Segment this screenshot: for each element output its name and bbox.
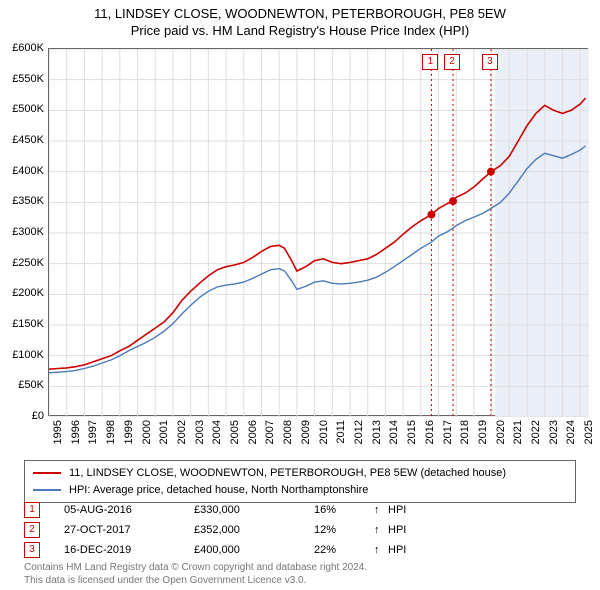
chart-plot-area: [48, 48, 588, 416]
y-tick-label: £400K: [0, 165, 44, 177]
x-tick-label: 2023: [548, 420, 560, 460]
sales-price: £352,000: [194, 524, 314, 536]
x-tick-label: 2009: [300, 420, 312, 460]
y-tick-label: £350K: [0, 195, 44, 207]
x-tick-label: 2004: [211, 420, 223, 460]
sales-badge: 1: [24, 502, 40, 518]
sales-date: 16-DEC-2019: [64, 544, 194, 556]
y-tick-label: £50K: [0, 379, 44, 391]
sales-table: 105-AUG-2016£330,00016%↑HPI227-OCT-2017£…: [24, 500, 418, 560]
x-tick-label: 2013: [371, 420, 383, 460]
y-tick-label: £200K: [0, 287, 44, 299]
sales-hpi-label: HPI: [388, 544, 418, 556]
chart-container: 11, LINDSEY CLOSE, WOODNEWTON, PETERBORO…: [0, 0, 600, 590]
legend-row-0: 11, LINDSEY CLOSE, WOODNEWTON, PETERBORO…: [33, 465, 567, 482]
x-tick-label: 2015: [406, 420, 418, 460]
x-tick-label: 2001: [158, 420, 170, 460]
sales-price: £400,000: [194, 544, 314, 556]
sales-price: £330,000: [194, 504, 314, 516]
x-tick-label: 1996: [70, 420, 82, 460]
x-tick-label: 2016: [424, 420, 436, 460]
x-tick-label: 2000: [141, 420, 153, 460]
sales-row: 1 05-AUG-2016£330,00016%↑HPI: [24, 500, 418, 520]
sales-date: 05-AUG-2016: [64, 504, 194, 516]
x-tick-label: 1998: [105, 420, 117, 460]
footer: Contains HM Land Registry data © Crown c…: [24, 562, 367, 587]
chart-svg: [49, 49, 589, 417]
y-tick-label: £250K: [0, 257, 44, 269]
y-tick-label: £300K: [0, 226, 44, 238]
x-tick-label: 2020: [495, 420, 507, 460]
x-tick-label: 2018: [459, 420, 471, 460]
x-tick-label: 2010: [318, 420, 330, 460]
footer-line-2: This data is licensed under the Open Gov…: [24, 575, 367, 588]
sales-row: 2 27-OCT-2017£352,00012%↑HPI: [24, 520, 418, 540]
x-tick-label: 2019: [477, 420, 489, 460]
x-tick-label: 2005: [229, 420, 241, 460]
y-tick-label: £550K: [0, 73, 44, 85]
sales-pct: 16%: [314, 504, 374, 516]
x-tick-label: 2017: [442, 420, 454, 460]
x-tick-label: 2021: [512, 420, 524, 460]
sales-pct: 22%: [314, 544, 374, 556]
y-tick-label: £500K: [0, 103, 44, 115]
footer-line-1: Contains HM Land Registry data © Crown c…: [24, 562, 367, 575]
title-line-2: Price paid vs. HM Land Registry's House …: [0, 23, 600, 40]
marker-badge: 2: [444, 54, 460, 70]
arrow-up-icon: ↑: [374, 524, 388, 536]
legend-label-1: HPI: Average price, detached house, Nort…: [69, 482, 368, 499]
sales-hpi-label: HPI: [388, 504, 418, 516]
x-tick-label: 2022: [530, 420, 542, 460]
arrow-up-icon: ↑: [374, 544, 388, 556]
sales-date: 27-OCT-2017: [64, 524, 194, 536]
x-tick-label: 2006: [247, 420, 259, 460]
y-tick-label: £100K: [0, 349, 44, 361]
legend-swatch-0: [33, 472, 61, 474]
x-tick-label: 2014: [388, 420, 400, 460]
x-tick-label: 1995: [52, 420, 64, 460]
sales-hpi-label: HPI: [388, 524, 418, 536]
title-block: 11, LINDSEY CLOSE, WOODNEWTON, PETERBORO…: [0, 0, 600, 40]
sales-row: 3 16-DEC-2019£400,00022%↑HPI: [24, 540, 418, 560]
x-tick-label: 2007: [264, 420, 276, 460]
x-tick-label: 2002: [176, 420, 188, 460]
y-tick-label: £0: [0, 410, 44, 422]
x-tick-label: 2008: [282, 420, 294, 460]
x-tick-label: 2003: [194, 420, 206, 460]
legend-row-1: HPI: Average price, detached house, Nort…: [33, 482, 567, 499]
legend-label-0: 11, LINDSEY CLOSE, WOODNEWTON, PETERBORO…: [69, 465, 506, 482]
x-tick-label: 1997: [87, 420, 99, 460]
y-tick-label: £450K: [0, 134, 44, 146]
legend-box: 11, LINDSEY CLOSE, WOODNEWTON, PETERBORO…: [24, 460, 576, 503]
x-tick-label: 2024: [565, 420, 577, 460]
marker-badge: 1: [422, 54, 438, 70]
x-tick-label: 2011: [335, 420, 347, 460]
sales-pct: 12%: [314, 524, 374, 536]
x-tick-label: 2012: [353, 420, 365, 460]
title-line-1: 11, LINDSEY CLOSE, WOODNEWTON, PETERBORO…: [0, 6, 600, 23]
x-tick-label: 1999: [123, 420, 135, 460]
sales-badge: 3: [24, 542, 40, 558]
y-tick-label: £150K: [0, 318, 44, 330]
sales-badge: 2: [24, 522, 40, 538]
legend-swatch-1: [33, 489, 61, 491]
marker-badge: 3: [482, 54, 498, 70]
y-tick-label: £600K: [0, 42, 44, 54]
x-tick-label: 2025: [583, 420, 595, 460]
arrow-up-icon: ↑: [374, 504, 388, 516]
